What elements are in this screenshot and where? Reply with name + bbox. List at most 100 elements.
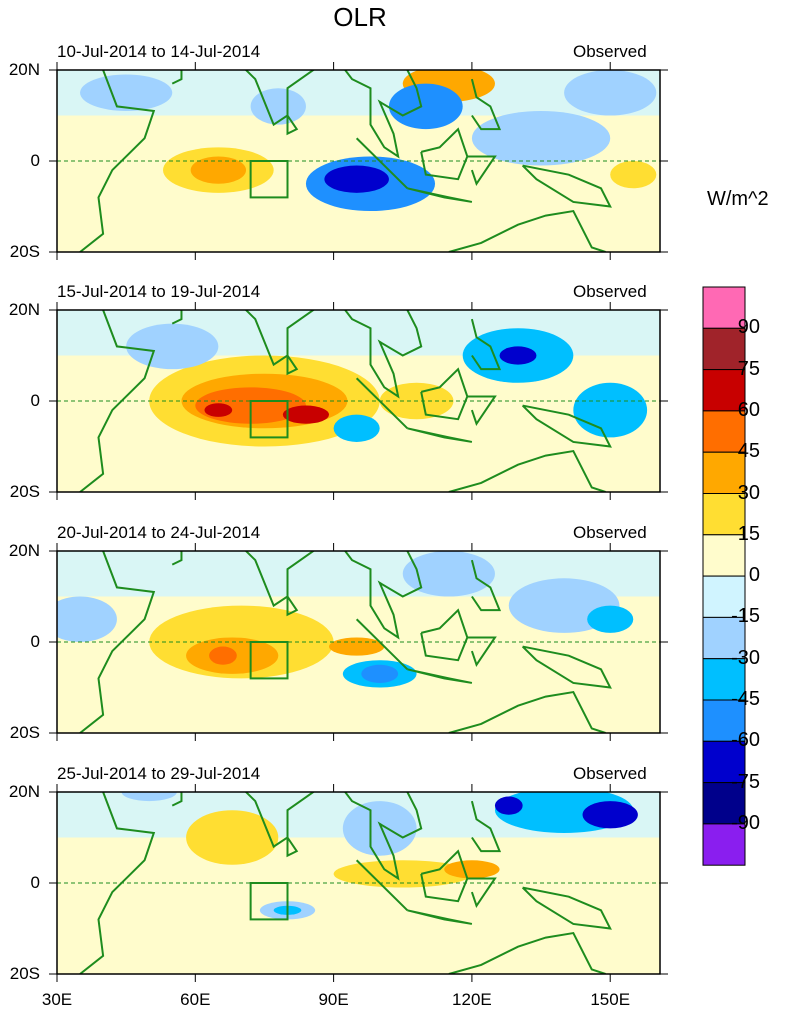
- colorbar-swatch: [702, 575, 746, 618]
- lon-label: 60E: [180, 990, 211, 1009]
- coastline: [286, 114, 299, 136]
- coastline: [171, 551, 183, 566]
- olr-anomaly-contour: [587, 605, 634, 633]
- coastline: [171, 310, 183, 325]
- olr-anomaly-contour: [57, 596, 117, 642]
- lat-label: 0: [30, 391, 40, 410]
- lat-label: 20N: [8, 541, 40, 560]
- colorbar-label: -15: [731, 605, 760, 628]
- panel-date: 15-Jul-2014 to 19-Jul-2014: [57, 282, 261, 301]
- olr-anomaly-contour: [610, 161, 657, 189]
- lat-label: 20N: [8, 782, 40, 801]
- olr-anomaly-contour: [564, 70, 657, 116]
- lat-label: 20S: [9, 964, 40, 983]
- olr-anomaly-contour: [80, 74, 173, 111]
- colorbar-swatch: [702, 740, 746, 784]
- olr-anomaly-contour: [494, 796, 523, 815]
- olr-anomaly-contour: [361, 664, 399, 683]
- map-panel-3: [49, 543, 668, 741]
- olr-anomaly-contour: [328, 637, 385, 656]
- lat-label: 20S: [9, 723, 40, 742]
- coastline: [448, 690, 606, 733]
- colorbar-label: 0: [748, 564, 760, 587]
- coastline: [355, 859, 409, 912]
- olr-anomaly-contour: [282, 405, 329, 424]
- coastline: [407, 909, 473, 925]
- coastline: [355, 618, 409, 671]
- olr-anomaly-contour: [342, 801, 417, 856]
- colorbar-swatch: [702, 699, 746, 742]
- olr-anomaly-contour: [126, 323, 219, 370]
- lat-label: 20N: [8, 300, 40, 319]
- lat-label: 0: [30, 632, 40, 651]
- map-panel-4: [49, 784, 668, 982]
- colorbar-label: -30: [731, 646, 760, 669]
- coastline: [79, 551, 156, 733]
- olr-anomaly-contour: [582, 801, 638, 829]
- lat-label: 20N: [8, 60, 40, 79]
- coastline: [171, 70, 183, 85]
- colorbar-label: 75: [737, 357, 760, 380]
- colorbar-swatch: [702, 369, 746, 412]
- olr-anomaly-contour: [333, 860, 472, 888]
- coastline: [467, 636, 497, 667]
- map-panel-2: [49, 302, 668, 500]
- coastline: [355, 137, 409, 190]
- colorbar-swatch: [702, 823, 746, 866]
- olr-anomaly-contour: [186, 810, 279, 865]
- coastline: [244, 310, 423, 399]
- region-box: [249, 160, 289, 199]
- olr-anomaly-contour: [209, 646, 237, 665]
- olr-anomaly-contour: [444, 860, 500, 879]
- figure-title: OLR: [333, 2, 387, 32]
- colorbar-label: -60: [731, 729, 760, 752]
- lat-label: 0: [30, 873, 40, 892]
- coastline: [448, 449, 606, 492]
- olr-anomaly-contour: [324, 165, 389, 193]
- lat-label: 20S: [9, 482, 40, 501]
- colorbar-label: -75: [731, 770, 760, 793]
- lon-label: 90E: [318, 990, 349, 1009]
- olr-anomaly-contour: [499, 346, 537, 365]
- region-box: [249, 641, 289, 680]
- coastline: [286, 595, 299, 617]
- colorbar-label: -45: [731, 688, 760, 710]
- coastline: [79, 310, 156, 492]
- colorbar-label: 60: [737, 398, 760, 421]
- coastline: [79, 792, 156, 974]
- colorbar-swatch: [702, 493, 746, 536]
- units-label: W/m^2: [707, 188, 769, 210]
- olr-anomaly-contour: [471, 110, 611, 166]
- olr-anomaly-contour: [190, 156, 247, 184]
- colorbar-swatch: [702, 616, 746, 660]
- panel-label: Observed: [573, 282, 647, 301]
- colorbar-label: 30: [737, 481, 760, 504]
- colorbar-label: -90: [731, 811, 760, 834]
- olr-anomaly-contour: [388, 83, 463, 130]
- panel-date: 10-Jul-2014 to 14-Jul-2014: [57, 42, 261, 61]
- olr-anomaly-contour: [121, 792, 177, 802]
- colorbar-swatch: [702, 327, 746, 371]
- region-box: [249, 882, 289, 921]
- coastline: [244, 551, 423, 640]
- coastline: [244, 792, 423, 881]
- panel-label: Observed: [573, 523, 647, 542]
- coastline: [355, 377, 409, 430]
- coastline: [407, 427, 473, 443]
- coastline: [407, 187, 473, 203]
- lon-label: 150E: [590, 990, 631, 1009]
- olr-anomaly-contour: [333, 414, 380, 442]
- panel-date: 25-Jul-2014 to 29-Jul-2014: [57, 764, 261, 783]
- coastline: [448, 931, 606, 974]
- coastline: [521, 645, 612, 689]
- colorbar-label: 15: [737, 522, 760, 545]
- coastline: [470, 78, 502, 131]
- coastline: [521, 404, 612, 448]
- lat-label: 0: [30, 151, 40, 170]
- coastline: [286, 354, 299, 376]
- colorbar-swatch: [702, 410, 746, 453]
- region-box: [249, 400, 289, 439]
- coastline: [470, 318, 502, 371]
